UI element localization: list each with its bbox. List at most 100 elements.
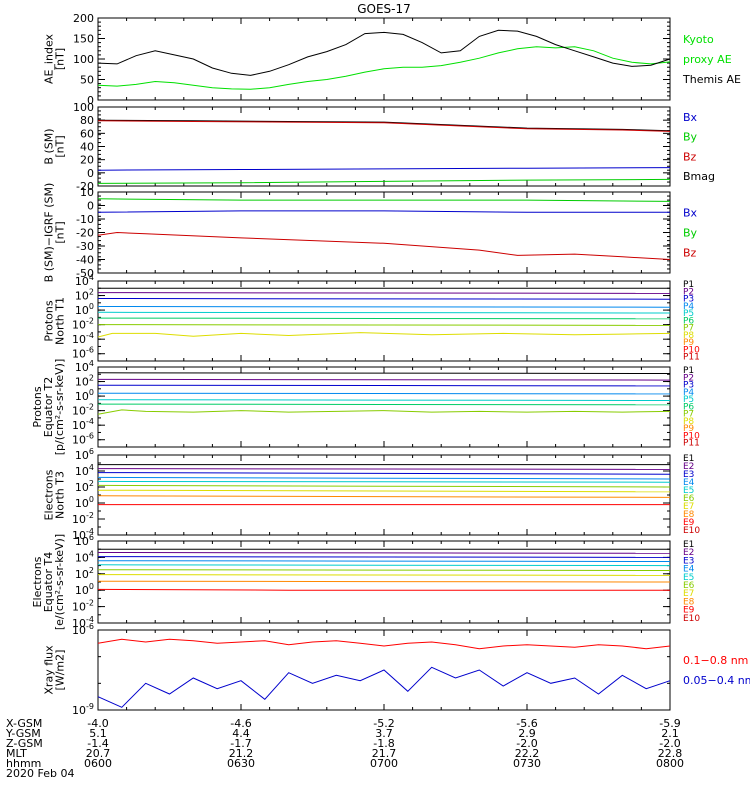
legend-label: P7 [683, 410, 694, 420]
y-tick-label: 0 [87, 200, 94, 213]
ephemeris-value: 2.9 [518, 727, 536, 740]
legend-label: E6 [683, 581, 695, 591]
legend-label: E8 [683, 597, 695, 607]
y-tick-label: 80 [80, 114, 94, 127]
legend-label: E10 [683, 526, 700, 536]
ephemeris-value: 0600 [84, 757, 112, 770]
legend-label: E7 [683, 589, 694, 599]
y-axis-label: B (SM)−IGRF (SM) [43, 183, 56, 283]
y-tick-label: 104 [75, 549, 94, 564]
y-tick-label: 10-2 [72, 599, 94, 614]
legend-label: E5 [683, 486, 694, 496]
series-line-e_t4 [97, 564, 671, 567]
series-line-p_t2 [97, 378, 671, 381]
series-line-e_t3 [97, 489, 671, 493]
ephemeris-value: -4.0 [87, 717, 108, 730]
legend-label: E4 [683, 565, 695, 575]
y-tick-label: 10-9 [72, 702, 94, 717]
series-line-e_t3 [97, 495, 671, 498]
ephemeris-value: -1.7 [230, 737, 251, 750]
y-axis-label: North T3 [54, 471, 67, 519]
y-axis-label: [nT] [54, 221, 67, 243]
legend-label: E10 [683, 614, 700, 624]
y-tick-label: 0 [87, 167, 94, 180]
ephemeris-value: 0700 [370, 757, 398, 770]
ephemeris-label: MLT [6, 747, 27, 760]
y-tick-label: 60 [80, 127, 94, 140]
ephemeris-value: 4.4 [232, 727, 250, 740]
legend-label: P10 [683, 431, 700, 441]
y-tick-label: 20 [80, 154, 94, 167]
series-line-e_t4 [97, 574, 671, 576]
series-line-p_t2 [97, 409, 671, 415]
legend-label: P7 [683, 324, 694, 334]
legend-label: P8 [683, 417, 694, 427]
y-tick-label: 104 [75, 273, 94, 288]
y-axis-label: [W/m2] [54, 650, 67, 691]
series-line-ae [97, 29, 671, 76]
series-line-xray [97, 666, 671, 708]
legend-label: proxy AE [683, 53, 732, 66]
series-line-p_t2 [97, 392, 671, 395]
y-axis-label: Equator T2 [42, 377, 55, 437]
ephemeris-value: 0800 [656, 757, 684, 770]
series-line-p_t1 [97, 317, 671, 320]
legend-label: P4 [683, 302, 694, 312]
legend-label: E8 [683, 510, 695, 520]
y-axis-label: AE_index [43, 33, 56, 84]
ephemeris-value: 2.1 [661, 727, 679, 740]
legend-label: Bx [683, 111, 698, 124]
legend-label: Bz [683, 247, 697, 260]
series-line-e_t3 [97, 468, 671, 470]
y-tick-label: 102 [75, 566, 94, 581]
ephemeris-label: Z-GSM [6, 737, 43, 750]
series-line-b_sm [97, 178, 671, 184]
series-line-p_t1 [97, 324, 671, 326]
ephemeris-value: -1.8 [373, 737, 394, 750]
ephemeris-value: 0730 [513, 757, 541, 770]
legend-label: P5 [683, 395, 694, 405]
legend-label: Kyoto [683, 33, 714, 46]
series-line-p_t2 [97, 403, 671, 406]
series-line-b_igrf [97, 198, 671, 202]
y-tick-label: 10-6 [72, 432, 94, 447]
y-tick-label: 50 [80, 74, 94, 87]
ephemeris-value: -5.9 [659, 717, 680, 730]
y-tick-label: 104 [75, 463, 94, 478]
series-line-p_t1 [97, 298, 671, 300]
y-tick-label: -10 [76, 213, 94, 226]
y-tick-label: 150 [73, 33, 94, 46]
legend-label: P1 [683, 366, 694, 376]
legend-label: P3 [683, 381, 694, 391]
series-line-e_t4 [97, 588, 670, 591]
series-line-e_t4 [97, 580, 671, 583]
y-tick-label: 10-6 [72, 622, 94, 637]
series-line-p_t1 [97, 292, 671, 294]
legend-label: P1 [683, 280, 694, 290]
ephemeris-value: 20.7 [86, 747, 111, 760]
y-tick-label: -20 [76, 227, 94, 240]
legend-label: Bmag [683, 170, 715, 183]
series-line-p_t1 [97, 332, 671, 338]
y-axis-label: Electrons [31, 556, 44, 607]
series-line-e_t4 [97, 552, 671, 554]
ephemeris-value: 21.2 [229, 747, 254, 760]
legend-label: E3 [683, 470, 694, 480]
y-tick-label: 200 [73, 12, 94, 25]
y-tick-label: 106 [75, 533, 94, 548]
y-axis-label: Electrons [43, 469, 56, 520]
series-line-e_t3 [97, 480, 671, 483]
y-tick-label: 10-2 [72, 511, 94, 526]
chart-title: GOES-17 [357, 2, 411, 16]
y-tick-label: -40 [76, 254, 94, 267]
y-tick-label: 100 [75, 582, 94, 597]
y-tick-label: 10 [80, 186, 94, 199]
y-tick-label: 10-4 [72, 331, 94, 346]
series-line-p_t2 [97, 399, 671, 401]
panel-frame-p_t2 [97, 366, 671, 448]
legend-label: P2 [683, 373, 694, 383]
y-tick-label: 10-4 [72, 417, 94, 432]
y-axis-label: [e/(cm²-s-sr-keV)] [53, 534, 66, 630]
y-axis-label: B (SM) [43, 128, 56, 164]
